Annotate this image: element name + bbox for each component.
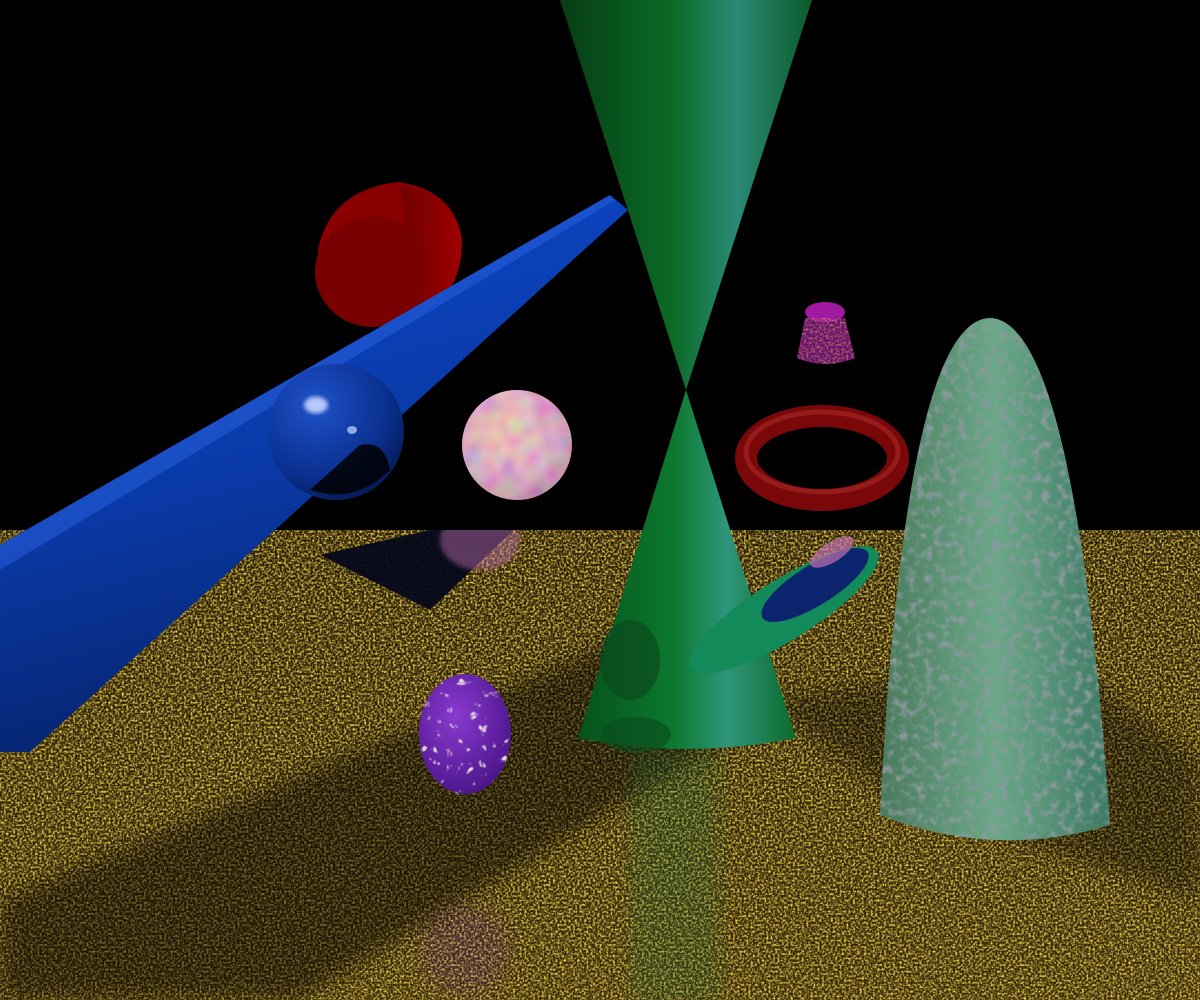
red-cylinder [315,182,462,327]
blue-sphere [268,364,404,500]
magenta-small-cylinder [797,302,855,364]
green-speckled-paraboloid [880,318,1110,841]
patchwork-sphere [462,390,572,500]
green-disc [689,536,879,674]
purple-marble-egg [419,674,511,794]
red-torus [735,405,909,511]
